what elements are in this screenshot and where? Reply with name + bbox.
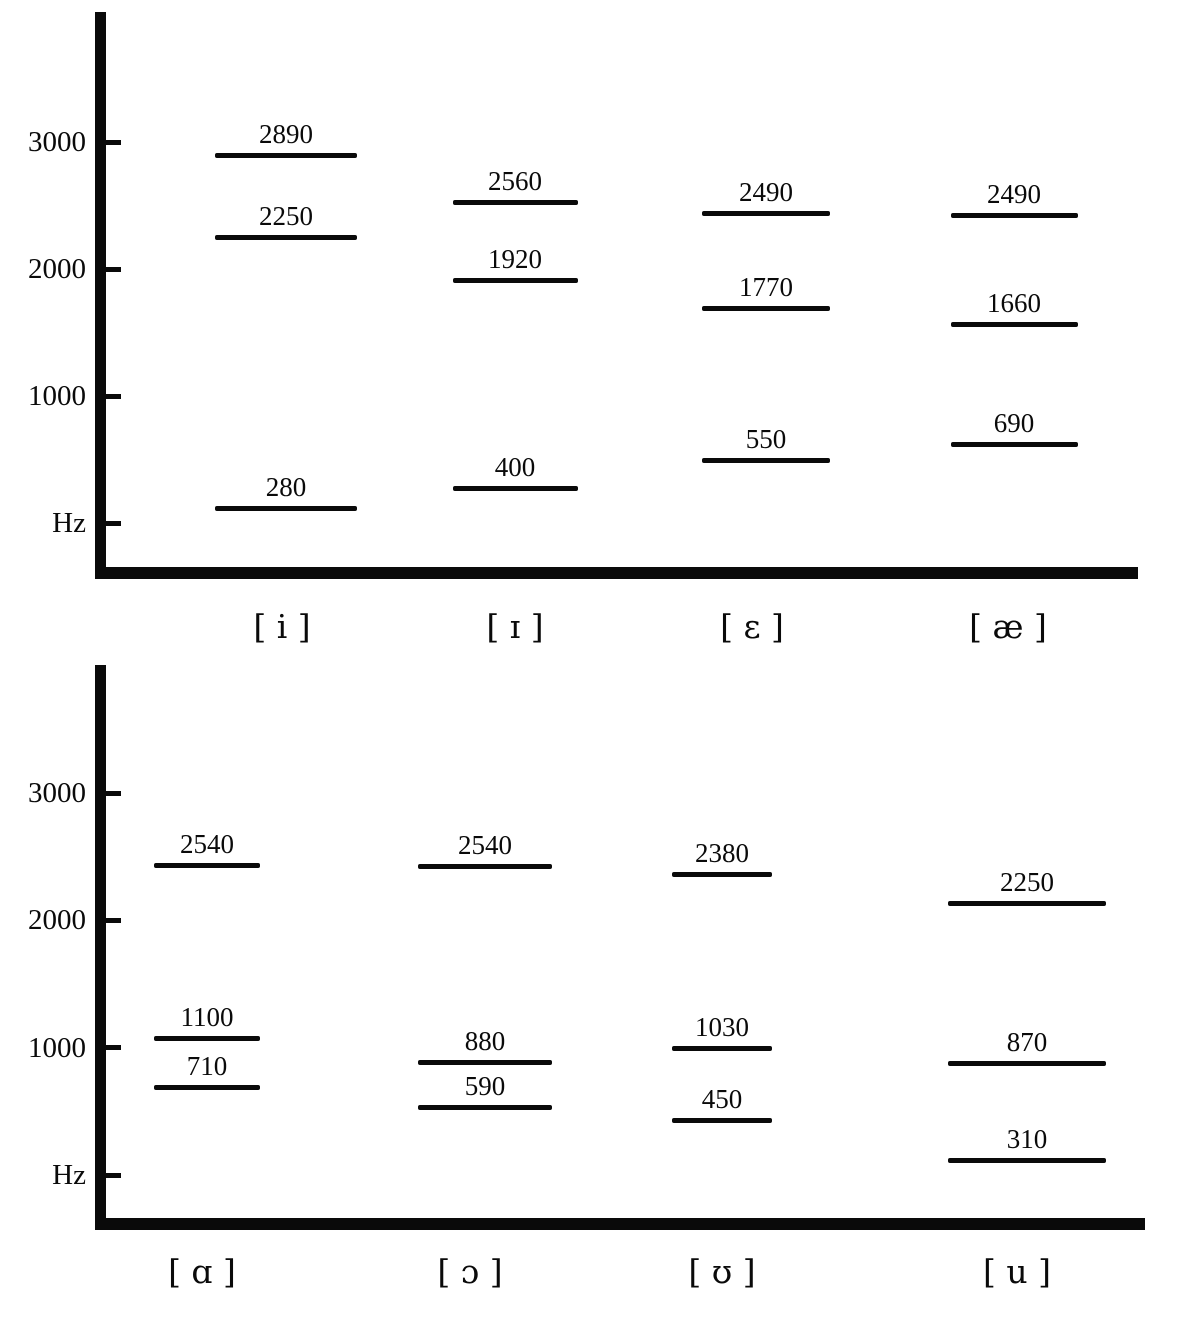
vowel-category-label: [ ɑ ] bbox=[168, 1252, 236, 1291]
y-axis-tick bbox=[95, 917, 121, 923]
formant-line bbox=[452, 278, 578, 284]
formant-line bbox=[154, 862, 260, 868]
formant-value-label: 880 bbox=[464, 1025, 506, 1056]
formant-value-label: 2490 bbox=[739, 176, 793, 207]
formant-value-label: 1920 bbox=[488, 244, 542, 275]
formant-value-label: 590 bbox=[464, 1070, 506, 1101]
formant-line bbox=[418, 1104, 552, 1110]
formant-value-label: 2380 bbox=[695, 838, 749, 869]
formant-value-label: 550 bbox=[745, 424, 787, 455]
formant-line bbox=[672, 1117, 772, 1123]
formant-line bbox=[948, 1157, 1106, 1163]
formant-value-label: 2490 bbox=[987, 178, 1041, 209]
formant-value-label: 2540 bbox=[180, 828, 234, 859]
y-axis-tick-label: 1000 bbox=[28, 1031, 86, 1064]
vowel-category-label: [ ʊ ] bbox=[688, 1252, 756, 1291]
y-axis-tick bbox=[95, 790, 121, 796]
formant-line bbox=[702, 306, 830, 312]
vowel-category-label: [ i ] bbox=[253, 607, 311, 646]
formant-line bbox=[950, 442, 1078, 448]
x-axis-line bbox=[95, 1218, 1145, 1230]
x-axis-line bbox=[95, 567, 1138, 579]
formant-line bbox=[948, 1061, 1106, 1067]
y-axis-zero-tick bbox=[95, 1172, 121, 1178]
formant-line bbox=[948, 900, 1106, 906]
y-axis-zero-tick bbox=[95, 520, 121, 526]
y-axis-tick-label: 3000 bbox=[28, 126, 86, 158]
y-axis-tick-label: 2000 bbox=[28, 904, 86, 937]
y-axis-unit-label: Hz bbox=[52, 507, 86, 539]
vowel-category-label: [ ɪ ] bbox=[486, 607, 544, 646]
formant-value-label: 1770 bbox=[739, 272, 793, 303]
y-axis-tick bbox=[95, 266, 121, 272]
formant-line bbox=[215, 152, 357, 158]
formant-line bbox=[215, 235, 357, 241]
formant-line bbox=[672, 872, 772, 878]
formant-line bbox=[154, 1084, 260, 1090]
vowel-category-label: [ ɛ ] bbox=[720, 607, 784, 646]
y-axis-tick bbox=[95, 139, 121, 145]
y-axis-tick-label: 2000 bbox=[28, 253, 86, 285]
vowel-category-label: [ u ] bbox=[983, 1252, 1051, 1291]
formant-line bbox=[672, 1045, 772, 1051]
y-axis-tick bbox=[95, 1045, 121, 1051]
formant-value-label: 870 bbox=[1006, 1027, 1048, 1058]
y-axis-line bbox=[95, 12, 106, 579]
formant-value-label: 2250 bbox=[1000, 866, 1054, 897]
formant-value-label: 400 bbox=[494, 452, 536, 483]
y-axis-tick-label: 1000 bbox=[28, 380, 86, 412]
y-axis-line bbox=[95, 665, 106, 1230]
formant-line bbox=[950, 322, 1078, 328]
formant-value-label: 1660 bbox=[987, 288, 1041, 319]
y-axis-tick bbox=[95, 393, 121, 399]
formant-line bbox=[418, 863, 552, 869]
formant-line bbox=[154, 1035, 260, 1041]
formant-line bbox=[452, 486, 578, 492]
formant-line bbox=[452, 199, 578, 205]
formant-line bbox=[215, 506, 357, 512]
formant-value-label: 1100 bbox=[180, 1001, 234, 1032]
y-axis-tick-label: 3000 bbox=[28, 777, 86, 810]
formant-line bbox=[702, 210, 830, 216]
formant-value-label: 2560 bbox=[488, 165, 542, 196]
formant-value-label: 2250 bbox=[259, 201, 313, 232]
formant-line bbox=[950, 212, 1078, 218]
formant-line bbox=[702, 458, 830, 464]
formant-value-label: 2890 bbox=[259, 118, 313, 149]
formant-value-label: 280 bbox=[265, 472, 307, 503]
y-axis-unit-label: Hz bbox=[52, 1159, 86, 1191]
formant-line bbox=[418, 1059, 552, 1065]
formant-value-label: 1030 bbox=[695, 1011, 749, 1042]
vowel-category-label: [ ɔ ] bbox=[437, 1252, 503, 1291]
formant-value-label: 710 bbox=[186, 1050, 228, 1081]
formant-value-label: 690 bbox=[993, 408, 1035, 439]
formant-value-label: 450 bbox=[701, 1083, 743, 1114]
formant-value-label: 2540 bbox=[458, 829, 512, 860]
formant-value-label: 310 bbox=[1006, 1123, 1048, 1154]
vowel-category-label: [ æ ] bbox=[969, 607, 1047, 646]
